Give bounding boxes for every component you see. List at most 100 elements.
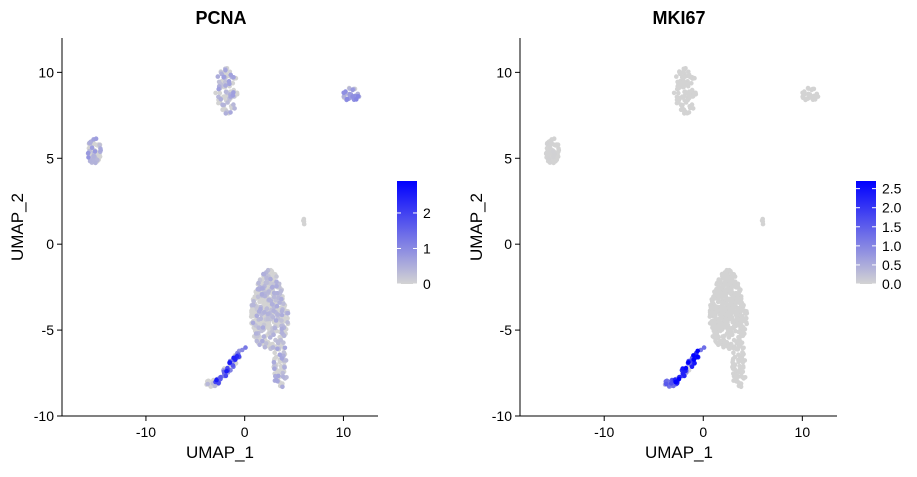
data-point	[216, 86, 221, 92]
data-point	[272, 350, 278, 356]
data-point	[230, 363, 236, 368]
data-point	[687, 105, 693, 111]
data-point	[712, 310, 718, 316]
data-point	[215, 74, 221, 79]
legend-tick-label: 1	[423, 240, 431, 256]
data-point	[262, 344, 268, 350]
data-point	[727, 281, 732, 287]
data-point	[279, 326, 285, 332]
data-point	[354, 97, 359, 102]
data-point	[689, 81, 694, 86]
data-point	[350, 94, 355, 99]
y-axis-title: UMAP_2	[8, 193, 27, 261]
data-point	[681, 84, 686, 90]
data-point	[272, 325, 278, 331]
x-tick-label: 0	[699, 424, 707, 440]
data-point	[280, 370, 286, 376]
data-point	[270, 284, 275, 290]
data-point	[733, 290, 739, 296]
data-point	[544, 141, 550, 147]
data-point	[708, 305, 714, 310]
data-point	[676, 90, 681, 96]
data-point	[274, 303, 280, 309]
x-axis-title: UMAP_1	[186, 443, 254, 462]
data-point	[265, 311, 271, 317]
data-point	[713, 288, 719, 293]
data-point	[718, 281, 723, 286]
data-point	[547, 150, 552, 156]
data-point	[221, 106, 226, 111]
legend-tick-label: 0.0	[882, 276, 902, 292]
data-point	[744, 320, 749, 325]
data-point	[682, 93, 687, 99]
data-point	[217, 90, 223, 96]
data-point	[282, 345, 288, 351]
data-point	[278, 288, 284, 294]
data-point	[674, 74, 679, 79]
data-point	[248, 314, 254, 319]
data-point	[271, 332, 276, 338]
data-point	[720, 334, 725, 339]
data-point	[682, 98, 687, 103]
data-point	[742, 309, 747, 314]
data-point	[281, 301, 286, 307]
y-tick-label: -5	[500, 322, 513, 338]
data-point	[713, 316, 718, 321]
data-point	[676, 376, 682, 382]
data-point	[740, 375, 746, 380]
data-point	[740, 369, 746, 375]
data-point	[350, 87, 356, 93]
ticks-layer: -10 0 10 -10 -5 0 5 10	[492, 64, 811, 440]
data-point	[734, 373, 739, 378]
data-point	[547, 145, 553, 150]
data-point	[740, 345, 745, 351]
data-point	[223, 89, 229, 95]
data-point	[264, 306, 270, 311]
data-point	[676, 98, 681, 104]
data-point	[274, 283, 279, 289]
data-point	[676, 85, 681, 90]
data-point	[264, 275, 269, 281]
data-point	[274, 274, 279, 279]
data-point	[93, 136, 99, 141]
data-point	[693, 90, 698, 96]
data-point	[725, 310, 731, 315]
data-point	[673, 379, 678, 385]
data-point	[546, 156, 551, 161]
data-point	[231, 355, 236, 361]
data-point	[277, 359, 283, 365]
data-point	[260, 338, 265, 344]
legend-tick-label: 1.0	[882, 238, 902, 254]
data-point	[255, 286, 261, 292]
data-point	[285, 310, 291, 316]
data-point	[547, 160, 553, 165]
data-point	[717, 339, 723, 345]
data-point	[550, 149, 556, 154]
data-point	[677, 71, 683, 77]
legend-ticks: 0 1 2	[397, 205, 431, 292]
data-point	[272, 356, 277, 362]
data-point	[738, 296, 744, 302]
y-tick-label: -5	[42, 322, 55, 338]
data-point	[740, 364, 746, 369]
data-point	[259, 286, 265, 291]
data-point	[724, 331, 730, 336]
data-point	[272, 366, 277, 372]
data-point	[740, 350, 745, 356]
data-point	[674, 94, 680, 100]
data-point	[276, 373, 281, 379]
data-point	[271, 308, 276, 314]
data-point	[686, 360, 691, 365]
data-point	[721, 300, 727, 306]
data-point	[266, 289, 271, 294]
data-point	[737, 318, 743, 323]
data-point	[221, 74, 227, 80]
data-point	[734, 312, 739, 317]
data-point	[205, 381, 210, 387]
data-point	[731, 272, 737, 278]
data-point	[701, 345, 707, 350]
data-point	[685, 81, 691, 87]
data-point	[737, 299, 743, 305]
data-point	[91, 153, 96, 159]
